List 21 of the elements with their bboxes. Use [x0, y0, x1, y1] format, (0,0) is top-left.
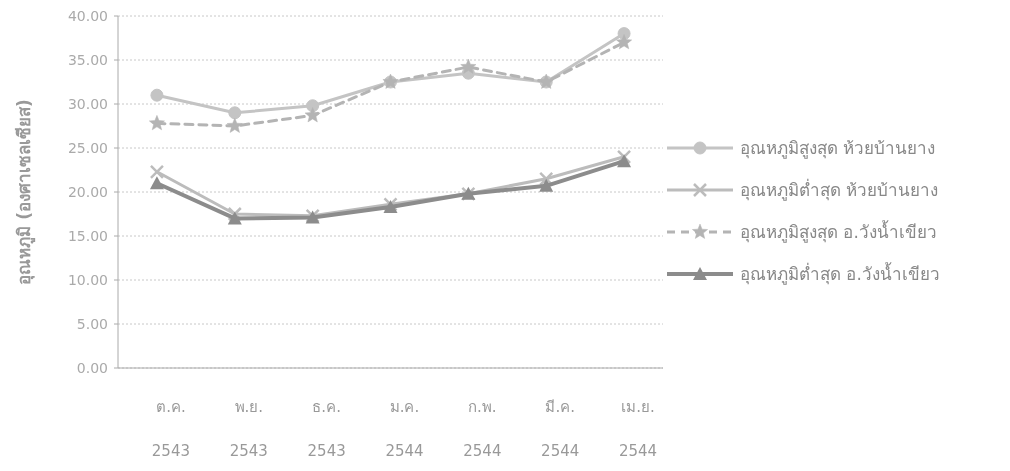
category-label: เม.ย. 2544 [618, 398, 658, 460]
legend-label: อุณหภูมิสูงสุด ห้วยบ้านยาง [740, 138, 936, 159]
y-tick-label: 0.00 [76, 360, 108, 376]
y-axis-title: อุณหภูมิ (องศาเซลเซียส) [14, 99, 36, 285]
category-label: ต.ค. 2543 [151, 398, 191, 460]
category-label: พ.ย. 2543 [229, 398, 268, 460]
y-tick-label: 35.00 [67, 52, 108, 68]
legend-label: อุณหภูมิสูงสุด อ.วังน้ำเขียว [740, 220, 937, 243]
y-tick-label: 25.00 [67, 140, 108, 156]
y-tick-label: 20.00 [67, 184, 108, 200]
y-tick-label: 30.00 [67, 96, 108, 112]
category-label: ธ.ค. 2543 [307, 398, 346, 460]
y-tick-label: 40.00 [67, 8, 108, 24]
legend-label: อุณหภูมิต่ำสุด อ.วังน้ำเขียว [740, 262, 940, 285]
y-tick-label: 10.00 [67, 272, 108, 288]
category-label: ม.ค. 2544 [385, 398, 424, 460]
y-tick-label: 15.00 [67, 228, 108, 244]
legend-label: อุณหภูมิต่ำสุด ห้วยบ้านยาง [740, 178, 939, 201]
category-label: ก.พ. 2544 [463, 398, 502, 460]
category-label: มี.ค. 2544 [541, 398, 580, 460]
y-tick-label: 5.00 [76, 316, 108, 332]
